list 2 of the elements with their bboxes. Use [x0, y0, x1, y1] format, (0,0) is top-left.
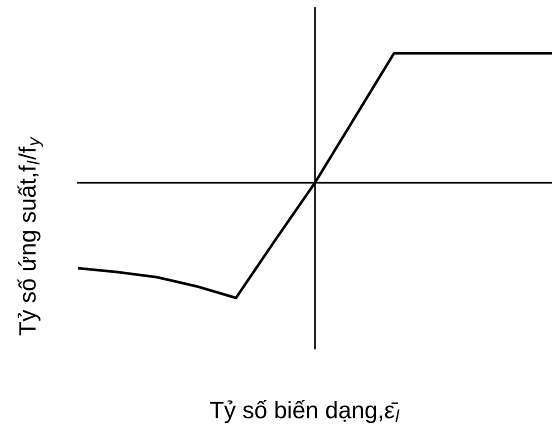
y-axis-title: Tỷ số ứng suất,f$_{l}$/f$_{y}$: [17, 136, 43, 336]
x-axis-title: Tỷ số biến dạng,ε̄$_{l}$: [210, 400, 400, 424]
